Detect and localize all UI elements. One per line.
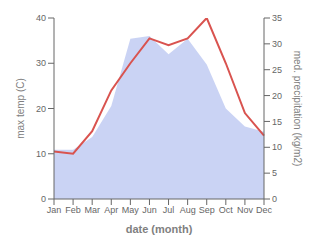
svg-text:Jan: Jan xyxy=(47,205,62,215)
svg-text:Mar: Mar xyxy=(84,205,100,215)
svg-text:med. precipitation (kg/m2): med. precipitation (kg/m2) xyxy=(292,51,303,167)
svg-text:10: 10 xyxy=(36,149,46,159)
svg-text:30: 30 xyxy=(36,58,46,68)
svg-text:0: 0 xyxy=(272,194,277,204)
svg-text:20: 20 xyxy=(272,91,282,101)
svg-text:Dec: Dec xyxy=(256,205,273,215)
svg-text:Jul: Jul xyxy=(163,205,175,215)
svg-text:Sep: Sep xyxy=(199,205,215,215)
svg-text:Oct: Oct xyxy=(219,205,234,215)
svg-text:Aug: Aug xyxy=(180,205,196,215)
svg-text:20: 20 xyxy=(36,104,46,114)
svg-text:5: 5 xyxy=(272,168,277,178)
svg-text:10: 10 xyxy=(272,142,282,152)
svg-text:15: 15 xyxy=(272,117,282,127)
svg-text:25: 25 xyxy=(272,65,282,75)
svg-text:0: 0 xyxy=(41,194,46,204)
svg-text:max temp (C): max temp (C) xyxy=(15,78,26,139)
svg-text:30: 30 xyxy=(272,39,282,49)
svg-text:Nov: Nov xyxy=(237,205,254,215)
svg-text:Feb: Feb xyxy=(65,205,81,215)
svg-text:date (month): date (month) xyxy=(126,223,193,235)
svg-text:35: 35 xyxy=(272,13,282,23)
svg-text:Jun: Jun xyxy=(142,205,157,215)
svg-text:40: 40 xyxy=(36,13,46,23)
svg-text:Apr: Apr xyxy=(104,205,118,215)
svg-text:May: May xyxy=(122,205,140,215)
